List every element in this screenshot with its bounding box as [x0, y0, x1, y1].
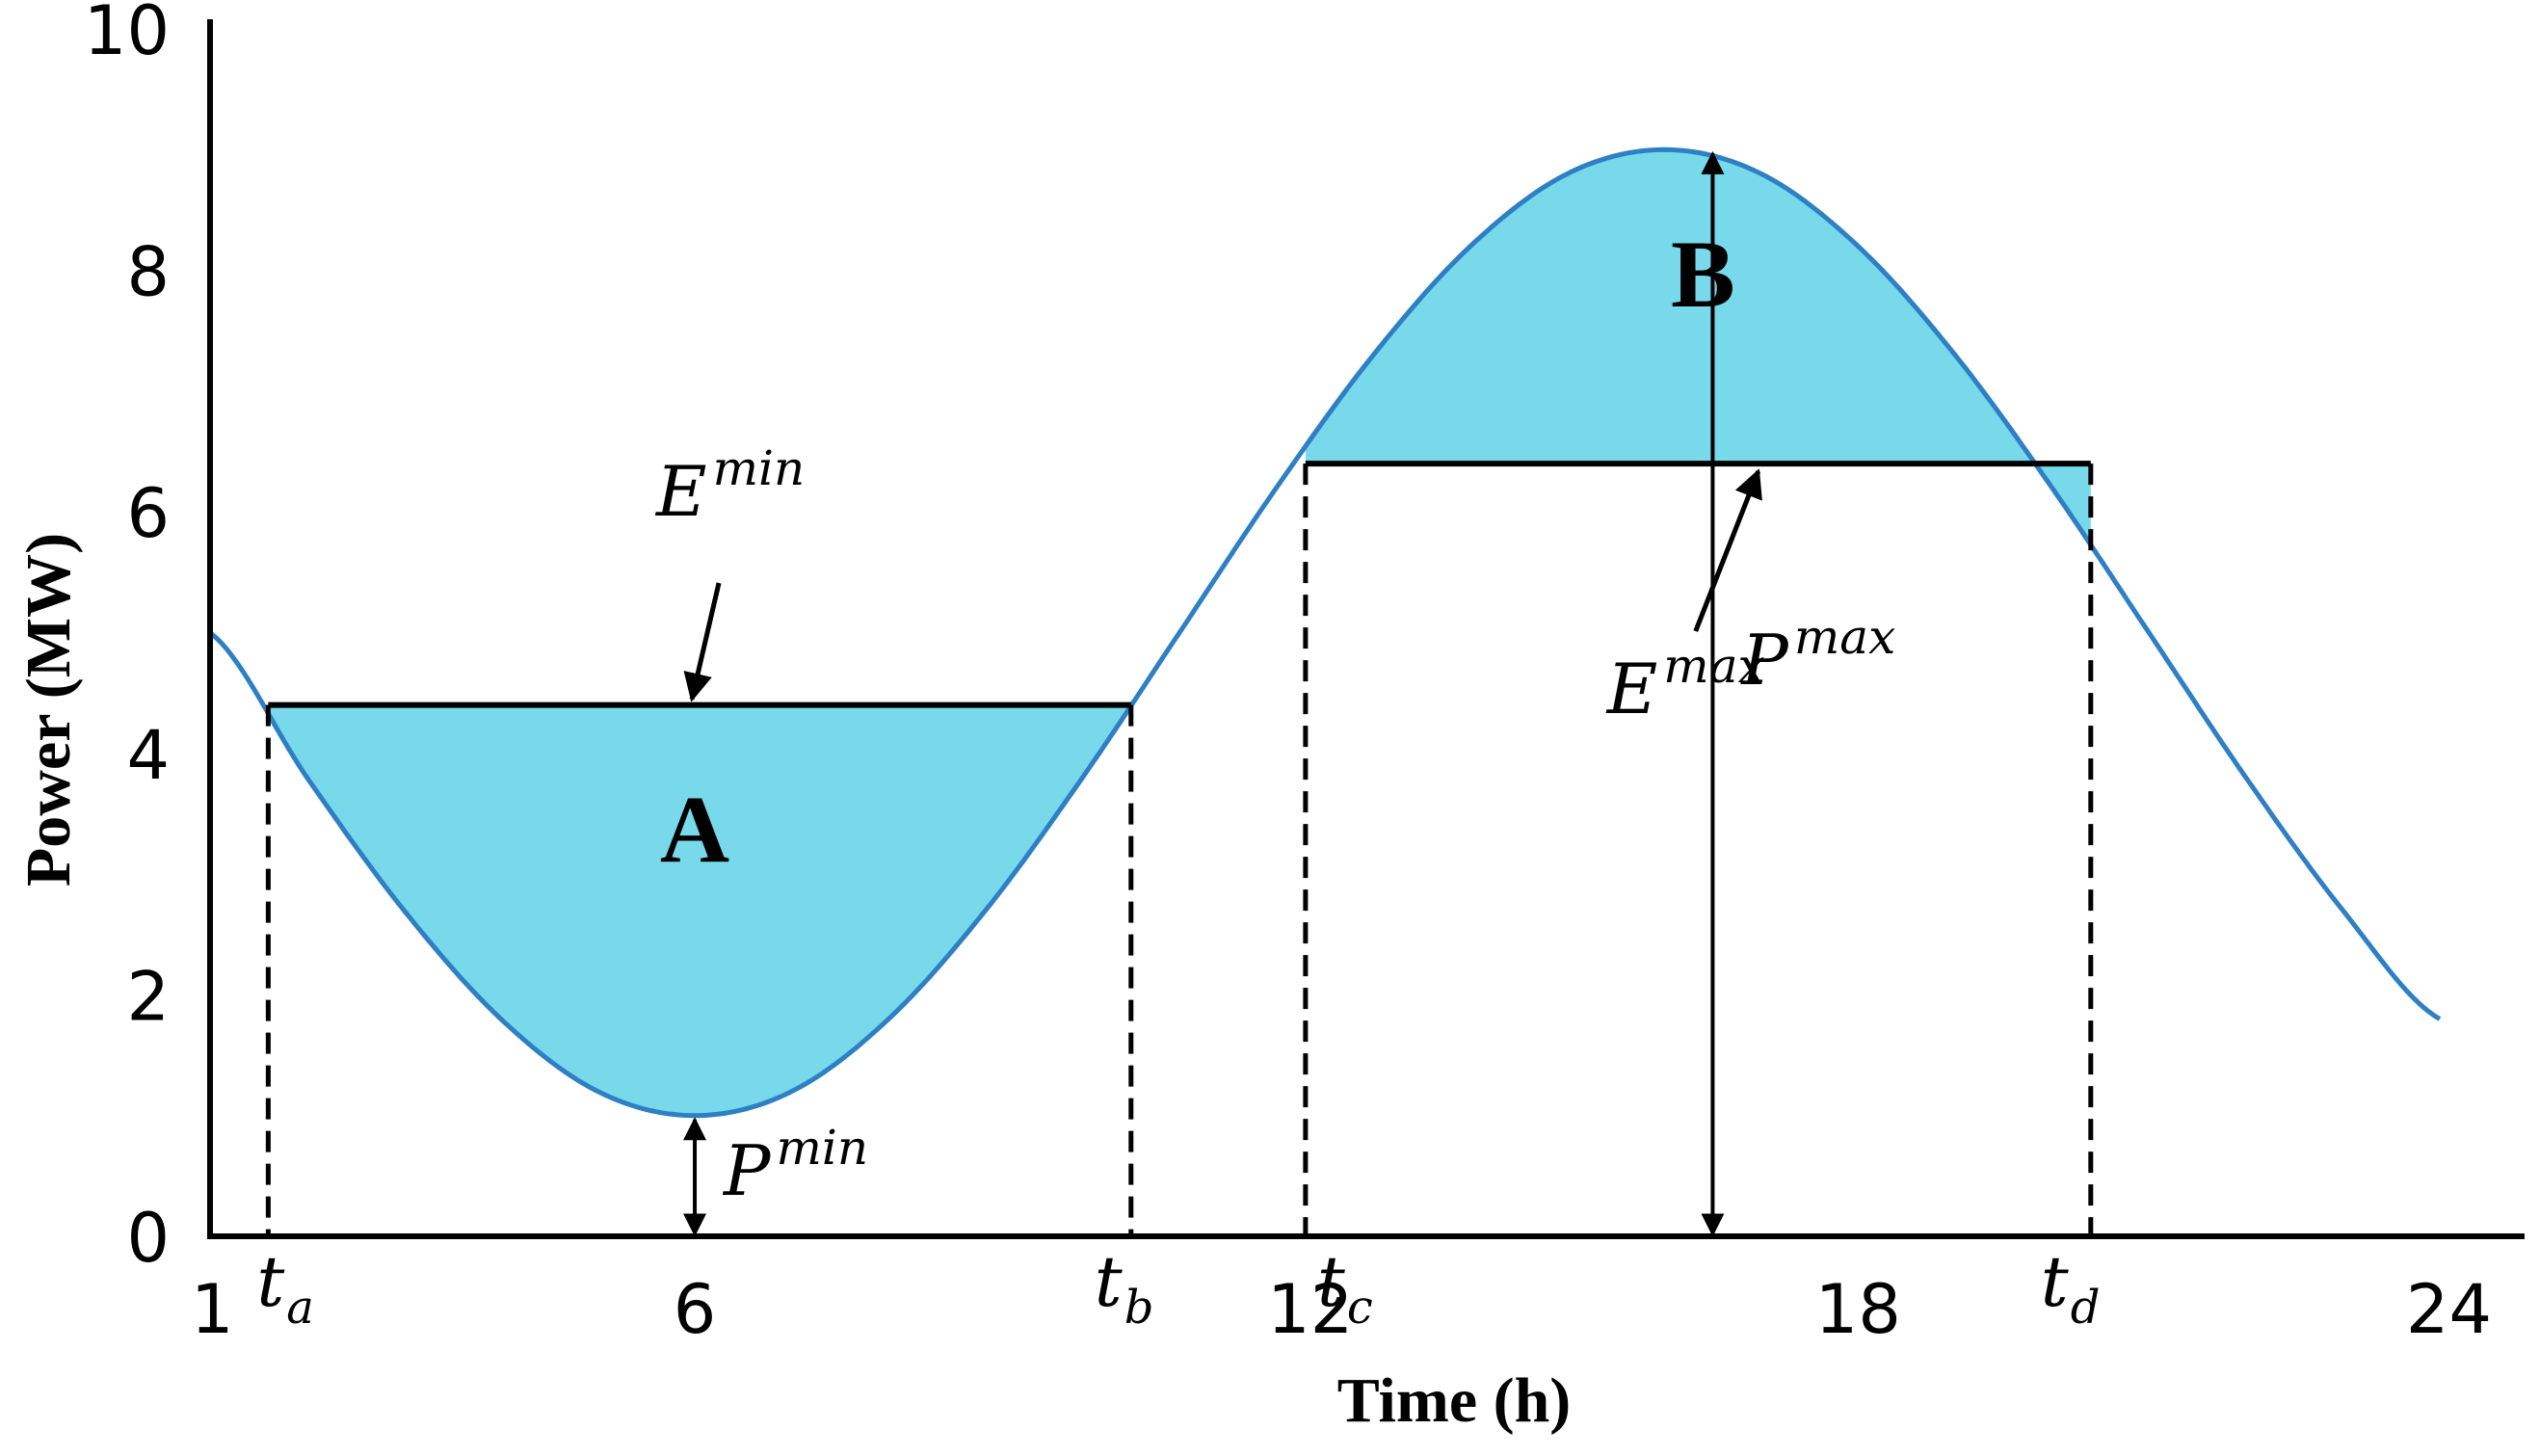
x-tick-label: 6	[674, 1270, 717, 1349]
time-marker-tc: tc	[1317, 1241, 1373, 1335]
time-marker-td: td	[2041, 1241, 2101, 1335]
axes	[207, 19, 2525, 1239]
time-marker-tb: tb	[1095, 1241, 1154, 1335]
shaded-region-b	[1305, 149, 2091, 545]
y-tick-label: 10	[84, 0, 170, 70]
x-axis-title: Time (h)	[1337, 1365, 1572, 1436]
x-tick-label: 18	[1815, 1270, 1901, 1349]
y-axis-title: Power (MW)	[13, 533, 84, 887]
y-tick-label: 2	[126, 957, 170, 1036]
time-marker-ta: ta	[256, 1241, 314, 1335]
power-curve	[208, 146, 2442, 1119]
power-curve-layer	[208, 146, 2442, 1119]
x-tick-label: 24	[2406, 1270, 2492, 1349]
threshold-and-dashed-lines	[265, 461, 2094, 1236]
x-tick-label: 12	[1267, 1270, 1353, 1349]
y-tick-label: 8	[126, 233, 170, 312]
region-label-b: B	[1671, 221, 1735, 328]
e-min-arrow	[683, 582, 722, 702]
y-tick-label: 0	[126, 1199, 170, 1278]
e-max-arrow	[1693, 468, 1762, 632]
region-label-a: A	[660, 777, 729, 884]
y-tick-label: 4	[126, 716, 170, 795]
x-tick-label: 1	[191, 1270, 234, 1349]
shaded-regions	[268, 149, 2091, 1116]
shaded-region-a	[268, 704, 1131, 1116]
y-tick-label: 6	[126, 474, 170, 553]
